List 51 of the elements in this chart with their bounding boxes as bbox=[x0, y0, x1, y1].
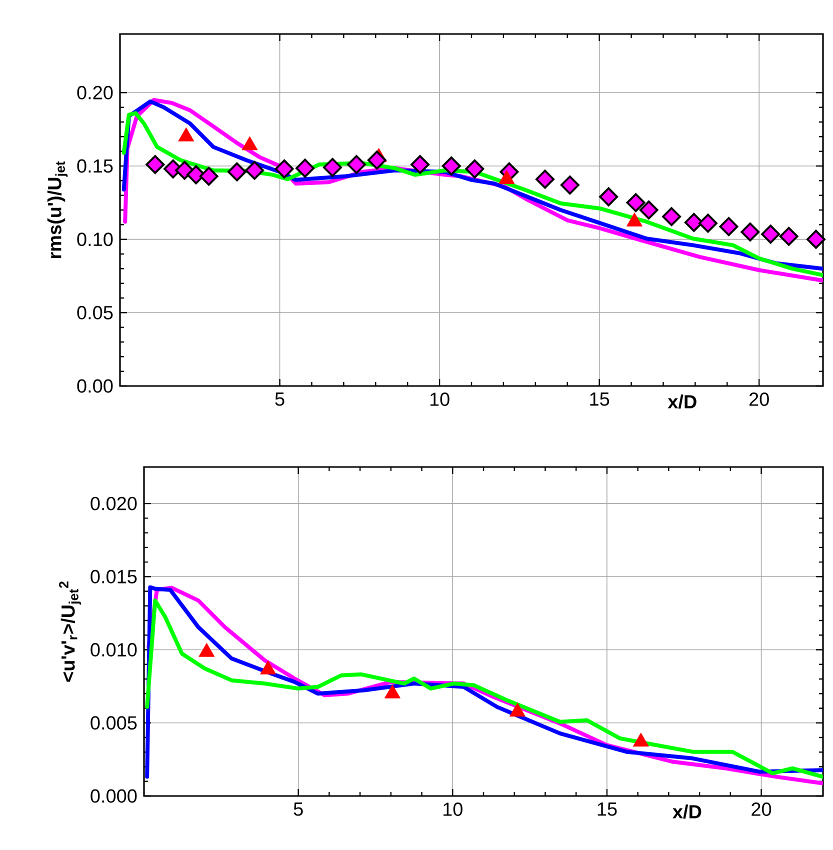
point bbox=[662, 207, 682, 226]
y-axis-title: <u'v'$_{r}$>/U$_{jet}$2 bbox=[59, 582, 82, 682]
point bbox=[442, 156, 461, 176]
point bbox=[260, 660, 276, 674]
x-tick-label: 15 bbox=[598, 802, 617, 816]
point bbox=[599, 187, 618, 206]
point bbox=[410, 155, 430, 174]
point bbox=[632, 732, 649, 747]
y-tick-label: 0.010 bbox=[90, 643, 137, 657]
x-tick-label: 15 bbox=[590, 392, 610, 406]
y-tick-label: 0.005 bbox=[90, 716, 137, 730]
point bbox=[719, 217, 738, 236]
point bbox=[684, 212, 704, 232]
x-tick-label: 5 bbox=[275, 392, 284, 406]
point bbox=[245, 160, 264, 180]
point bbox=[227, 162, 246, 182]
x-tick-label: 5 bbox=[294, 802, 303, 816]
point bbox=[274, 159, 294, 178]
y-tick-label: 0.15 bbox=[77, 159, 113, 173]
point bbox=[296, 158, 314, 178]
point bbox=[346, 155, 366, 174]
x-tick-label: 10 bbox=[444, 802, 462, 816]
y-tick-label: 0.020 bbox=[90, 496, 137, 510]
point bbox=[465, 159, 484, 178]
point bbox=[367, 150, 386, 170]
y-tick-label: 0.000 bbox=[90, 789, 137, 803]
point bbox=[761, 224, 780, 244]
point bbox=[698, 214, 718, 233]
x-tick-label: 20 bbox=[749, 392, 769, 406]
x-tick-label: 20 bbox=[752, 802, 772, 816]
point bbox=[509, 702, 526, 717]
y-tick-label: 0.20 bbox=[77, 86, 113, 100]
y-tick-label: 0.10 bbox=[77, 232, 113, 246]
point bbox=[199, 166, 218, 186]
y-tick-label: 0.05 bbox=[77, 306, 113, 320]
point bbox=[779, 226, 798, 246]
y-tick-label: 0.00 bbox=[77, 379, 113, 393]
y-tick-label: 0.015 bbox=[90, 570, 137, 584]
point bbox=[146, 155, 165, 174]
point bbox=[323, 158, 342, 177]
point bbox=[626, 193, 646, 212]
point bbox=[198, 642, 215, 657]
point bbox=[536, 170, 554, 189]
point bbox=[384, 684, 400, 698]
point bbox=[740, 222, 760, 242]
y-axis-title: rms(u')/U$_{jet}$ bbox=[47, 161, 68, 258]
point bbox=[560, 176, 580, 195]
x-tick-label: 10 bbox=[430, 392, 450, 406]
x-axis-title: x/D bbox=[668, 394, 696, 409]
point bbox=[639, 200, 658, 220]
x-axis-title: x/D bbox=[672, 804, 702, 819]
